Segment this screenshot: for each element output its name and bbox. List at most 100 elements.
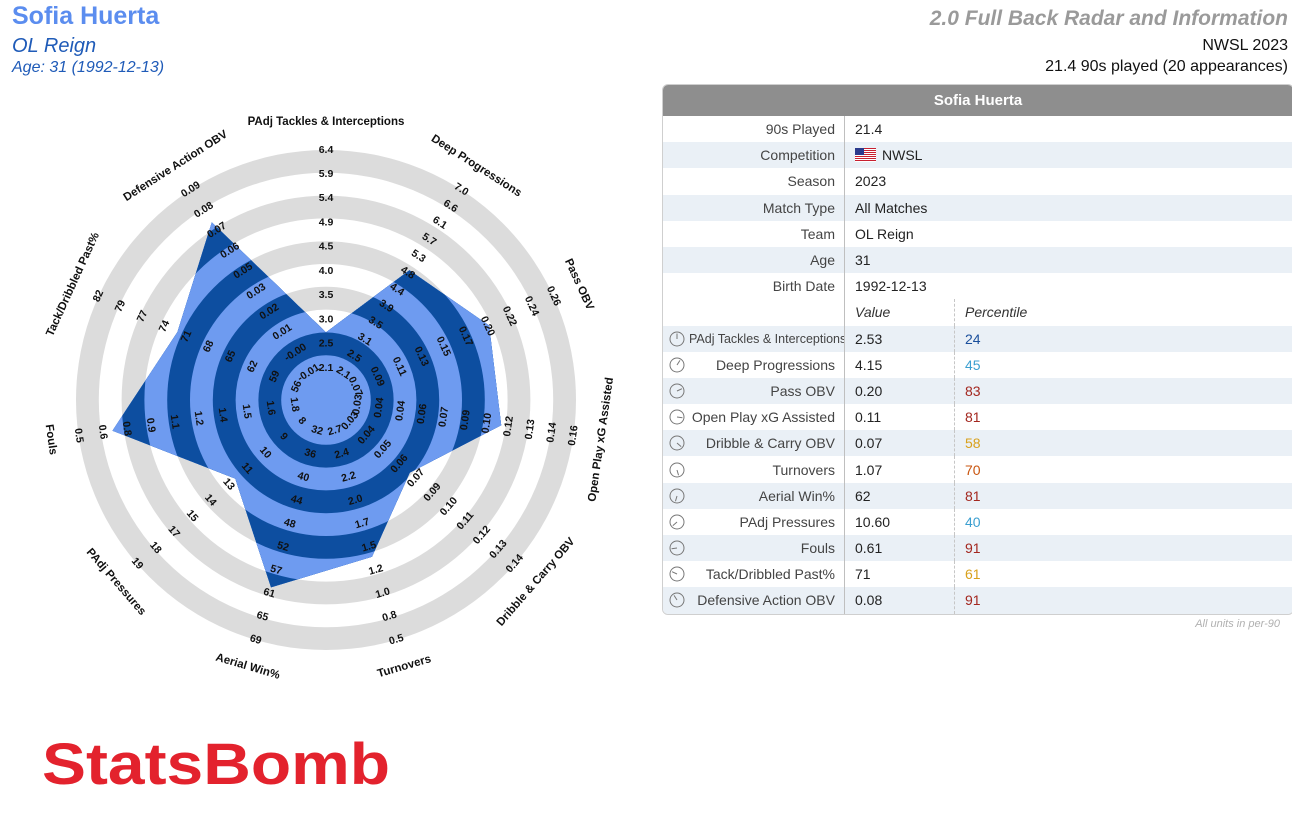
tick-label: 0.16: [566, 424, 581, 446]
metric-row: Pass OBV 0.20 83: [663, 377, 1292, 405]
axis-label: Open Play xG Assisted: [586, 377, 616, 503]
tick-label: 0.5: [72, 427, 86, 443]
metric-row: Tack/Dribbled Past% 71 61: [663, 561, 1292, 588]
tick-label: 1.2: [367, 562, 385, 578]
tick-label: 5.4: [319, 192, 334, 204]
tick-label: 1.5: [240, 403, 254, 419]
metric-rows: PAdj Tackles & Interceptions 2.53 24 Deep P…: [663, 325, 1292, 614]
tick-label: 68: [201, 338, 217, 354]
tick-label: 6.4: [319, 144, 334, 156]
metric-label-cell: Pass OBV: [663, 377, 845, 405]
metric-value: 2.53: [845, 325, 955, 352]
table-row: Competition NWSL: [663, 142, 1292, 169]
tick-label: 0.14: [544, 421, 559, 443]
metric-percentile: 81: [965, 409, 981, 426]
tick-label: 65: [223, 348, 239, 364]
tick-label: 4.0: [319, 265, 334, 277]
metric-percentile: 58: [965, 435, 981, 452]
tick-label: 0.04: [393, 400, 408, 422]
clock-icon: [669, 592, 685, 608]
tick-label: 65: [255, 609, 270, 624]
tick-label: 59: [267, 369, 283, 385]
metric-label: Fouls: [800, 540, 835, 557]
axis-label: Turnovers: [376, 653, 433, 680]
metric-percentile: 81: [965, 487, 981, 504]
metric-label: Tack/Dribbled Past%: [705, 566, 835, 583]
tick-label: 0.13: [523, 418, 538, 440]
tick-label: 0.12: [501, 415, 516, 437]
tick-label: 0.6: [96, 424, 110, 440]
tick-label: 3.5: [319, 289, 334, 301]
clock-icon: [669, 435, 685, 451]
info-value-cell: OL Reign: [845, 221, 1285, 247]
units-footnote: All units in per-90: [1195, 618, 1280, 630]
metric-value: 71: [845, 561, 955, 588]
tick-label: 1.2: [192, 410, 206, 426]
radar-chart: 2.1 2.5 3.0 3.5 4.0 4.5 4.9 5.4 5.9 6.4 PAdj Tackl…: [43, 116, 616, 682]
info-value: 21.4: [855, 121, 883, 138]
tick-label: 2.0: [347, 492, 365, 508]
value-header: Value: [845, 299, 955, 326]
metric-value: 4.15: [845, 351, 955, 378]
tick-label: 2.7: [326, 423, 344, 439]
clock-icon: [669, 462, 685, 478]
table-row: Age 31: [663, 246, 1292, 274]
metric-row: Turnovers 1.07 70: [663, 456, 1292, 483]
metric-row: Open Play xG Assisted 0.11 81: [663, 404, 1292, 431]
tick-label: 56: [289, 379, 305, 395]
metric-row: Fouls 0.61 91: [663, 535, 1292, 562]
metric-header-row: Value Percentile: [663, 299, 1292, 326]
competition-line: NWSL 2023: [1202, 37, 1288, 54]
tick-label: 77: [135, 308, 151, 324]
info-value-cell: 2023: [845, 168, 1285, 194]
clock-icon: [669, 514, 685, 530]
clock-icon: [669, 488, 685, 504]
clock-icon: [669, 383, 685, 399]
metric-label: Open Play xG Assisted: [691, 409, 835, 426]
tick-label: 0.5: [388, 632, 406, 648]
player-info-table: Sofia Huerta 90s Played 21.4 Competition NW…: [662, 84, 1292, 615]
metric-value: 1.07: [845, 456, 955, 483]
clock-icon: [669, 409, 685, 425]
metric-percentile: 91: [965, 592, 981, 609]
info-value-cell: 21.4: [845, 116, 1285, 142]
info-label: Season: [663, 168, 845, 195]
metric-label: Pass OBV: [770, 382, 835, 399]
tick-label: 0.03: [350, 393, 365, 415]
tick-label: 5.9: [319, 168, 334, 180]
metric-label-cell: Deep Progressions: [663, 351, 845, 378]
metric-percentile: 70: [965, 461, 981, 478]
tick-label: 82: [91, 288, 107, 304]
info-value: 2023: [855, 173, 887, 190]
metric-header-blank: [663, 299, 845, 326]
tick-label: 0.07: [436, 406, 451, 428]
metric-label-cell: Dribble & Carry OBV: [663, 430, 845, 457]
metric-percentile: 91: [965, 540, 981, 557]
tick-label: 71: [179, 328, 195, 344]
metric-percentile: 24: [965, 330, 981, 347]
tick-label: 1.7: [354, 516, 372, 532]
info-label: Team: [663, 220, 845, 247]
table-row: Match Type All Matches: [663, 194, 1292, 221]
metric-label: Turnovers: [772, 461, 835, 478]
metric-label-cell: Aerial Win%: [663, 482, 845, 509]
info-label: Competition: [663, 142, 845, 169]
table-title: Sofia Huerta: [663, 85, 1292, 116]
tick-label: 1.4: [216, 407, 230, 423]
metric-value: 0.08: [845, 587, 955, 614]
tick-label: 1.5: [360, 539, 378, 555]
statsbomb-logo: StatsBomb: [42, 732, 390, 797]
info-label: Match Type: [663, 194, 845, 221]
table-row: Season 2023: [663, 168, 1292, 195]
tick-label: 69: [248, 632, 263, 647]
table-row: Team OL Reign: [663, 220, 1292, 247]
info-value: NWSL: [882, 147, 923, 164]
tick-label: 61: [262, 586, 277, 601]
player-name: Sofia Huerta: [12, 2, 160, 30]
info-value-cell: NWSL: [845, 142, 1285, 168]
tick-label: 0.8: [381, 609, 399, 625]
tick-label: 1.8: [288, 396, 302, 412]
tick-label: 44: [289, 493, 304, 508]
info-rows: 90s Played 21.4 Competition NWSL Season 2023 M…: [663, 116, 1292, 300]
metric-percentile: 83: [965, 382, 981, 399]
